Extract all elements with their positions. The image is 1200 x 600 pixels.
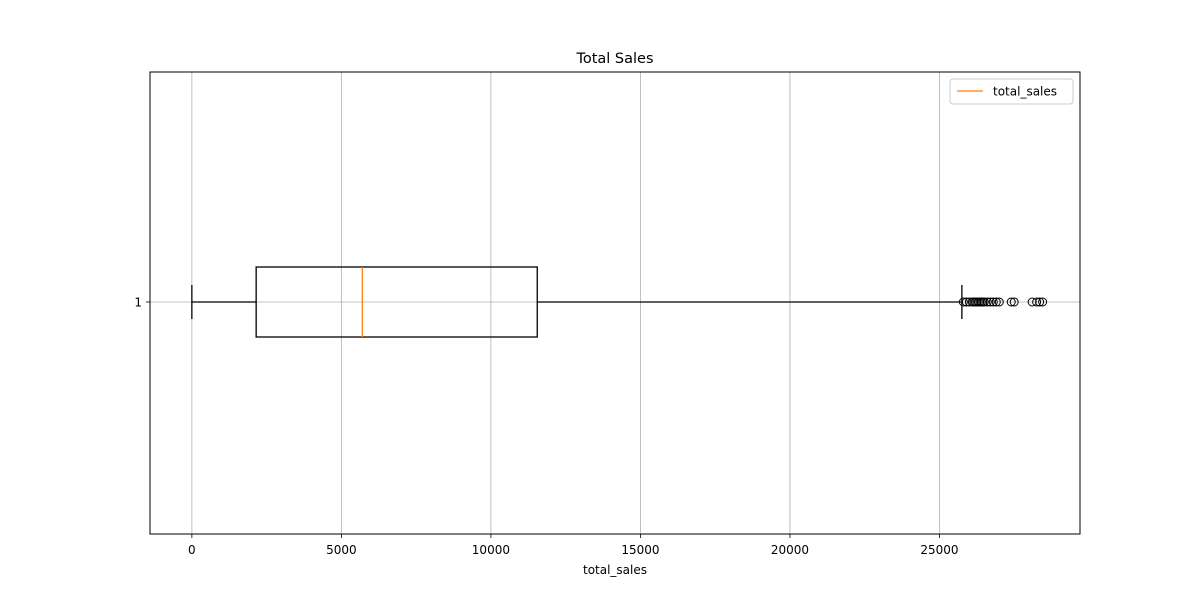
outlier-point bbox=[988, 297, 998, 307]
outlier-point bbox=[994, 297, 1004, 307]
axes: 0 5000 10000 15000 20000 25000 1 bbox=[134, 296, 958, 558]
x-tick-label: 20000 bbox=[771, 543, 809, 557]
outlier-point bbox=[1038, 297, 1048, 307]
outlier-point bbox=[985, 297, 995, 307]
x-axis-label: total_sales bbox=[583, 563, 647, 577]
outlier-point bbox=[1006, 297, 1016, 307]
iqr-box bbox=[255, 266, 538, 338]
outlier-point bbox=[979, 297, 989, 307]
outlier-point bbox=[982, 297, 992, 307]
outlier-point bbox=[1032, 297, 1042, 307]
x-tick-label: 10000 bbox=[472, 543, 510, 557]
plot-marks bbox=[191, 266, 1048, 338]
plot-frame bbox=[149, 71, 1081, 535]
x-tick-label: 0 bbox=[188, 543, 196, 557]
x-tick-label: 5000 bbox=[326, 543, 357, 557]
outlier-point bbox=[958, 297, 968, 307]
outlier-point bbox=[1027, 297, 1037, 307]
x-tick-label: 15000 bbox=[621, 543, 659, 557]
legend-label-total-sales: total_sales bbox=[993, 85, 1057, 99]
legend: total_sales bbox=[949, 78, 1074, 105]
outlier-point bbox=[1009, 297, 1019, 307]
x-tick-label: 25000 bbox=[920, 543, 958, 557]
outlier-point bbox=[964, 297, 974, 307]
legend-box bbox=[949, 78, 1074, 105]
chart-title: Total Sales bbox=[575, 51, 653, 67]
outlier-point bbox=[991, 297, 1001, 307]
outlier-point bbox=[961, 297, 971, 307]
outlier-point bbox=[1035, 297, 1045, 307]
y-tick-label: 1 bbox=[134, 296, 142, 310]
